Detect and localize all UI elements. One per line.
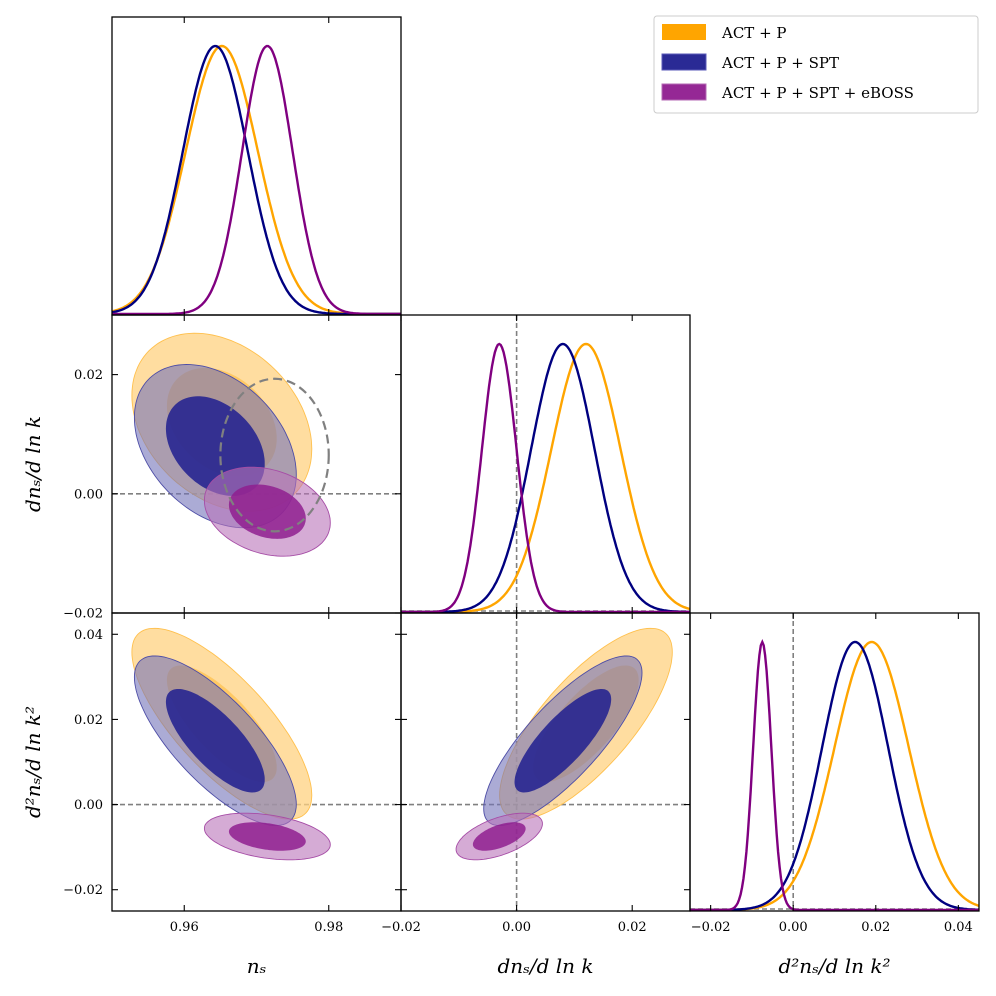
marginal-act-p [112,44,401,315]
panel-marginal-dns [401,315,690,613]
y-tick-label-d2ns: 0.02 [74,713,103,728]
reference-contour [219,377,330,533]
x-axis-label-d2ns: d²nₛ/d ln k² [778,954,890,978]
panel-dns-vs-d2ns [401,613,690,911]
y-tick-label-dns: 0.00 [74,487,103,502]
x-tick-label-dns: 0.00 [502,920,531,935]
y-tick-label-d2ns: 0.04 [74,628,103,643]
legend-label-act-p-spt-eboss: ACT + P + SPT + eBOSS [721,84,914,102]
legend-swatch-act-p-spt-eboss [661,83,707,101]
marginal-act-p [690,640,979,911]
panel-marginal-ns [112,44,401,315]
x-axis-label-ns: nₛ [247,954,267,978]
panel-frame [111,16,402,316]
x-tick-label-dns: −0.02 [381,920,421,935]
legend-swatch-act-p-spt [661,53,707,71]
legend: ACT + P ACT + P + SPT ACT + P + SPT + eB… [653,15,979,114]
x-tick-label-ns: 0.96 [170,920,199,935]
x-tick-label-d2ns: 0.00 [779,920,808,935]
contour-act-p-spt-68 [514,689,612,793]
x-tick-label-ns: 0.98 [314,920,343,935]
legend-swatch-act-p [662,24,706,40]
x-tick-label-d2ns: −0.02 [691,920,731,935]
y-tick-label-dns: −0.02 [63,607,103,622]
legend-frame [653,15,979,114]
y-tick-label-d2ns: −0.02 [63,883,103,898]
marginal-act-p-spt [690,640,979,911]
legend-label-act-p-spt: ACT + P + SPT [721,54,839,72]
panels-layer [111,16,980,912]
x-axis-label-dns: dnₛ/d ln k [497,954,593,978]
y-tick-label-d2ns: 0.00 [74,798,103,813]
legend-label-act-p: ACT + P [721,24,787,42]
panel-ns-vs-d2ns [112,627,401,861]
y-axis-label-d2ns: d²nₛ/d ln k² [21,706,45,818]
marginal-act-p-spt-eboss [112,44,401,315]
panel-marginal-d2ns [690,613,979,911]
marginal-act-p-spt [112,44,401,315]
marginal-act-p-spt-eboss [690,638,979,911]
x-tick-label-d2ns: 0.04 [944,920,973,935]
panel-frame [689,612,980,912]
panel-ns-vs-dns [112,332,401,557]
y-tick-label-dns: 0.02 [74,368,103,383]
contour-act-p-spt-eboss-68 [228,822,306,851]
contour-act-p-spt-eboss-68 [228,484,306,539]
y-axis-label-dns: dnₛ/d ln k [21,416,45,512]
marginal-act-p-spt [401,342,690,613]
contour-act-p-spt-eboss-68 [472,822,526,851]
panel-frame [400,314,691,614]
contour-act-p-spt-68 [165,689,265,793]
x-tick-label-dns: 0.02 [618,920,647,935]
x-tick-label-d2ns: 0.02 [861,920,890,935]
labels-layer: 0.96 0.98 −0.02 0.00 0.02 −0.02 0.00 0.02 0.04 −0… [21,368,973,978]
marginal-act-p-spt-eboss [401,342,690,613]
